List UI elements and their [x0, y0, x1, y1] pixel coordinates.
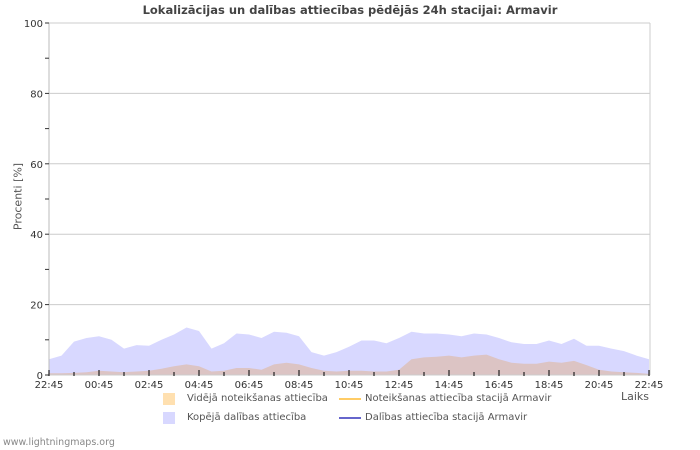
legend-label: Kopējā dalības attiecība [187, 412, 307, 423]
x-tick-label: 10:45 [335, 380, 364, 391]
x-tick-label: 16:45 [485, 380, 514, 391]
legend-line-icon [339, 417, 361, 419]
y-tick-label: 100 [24, 19, 43, 30]
legend-label: Vidējā noteikšanas attiecība [187, 393, 328, 404]
x-tick-label: 04:45 [185, 380, 214, 391]
x-tick-label: 08:45 [285, 380, 314, 391]
chart-title: Lokalizācijas un dalības attiecības pēdē… [142, 3, 558, 17]
x-tick-label: 02:45 [135, 380, 164, 391]
y-tick-label: 80 [30, 89, 43, 100]
x-axis-label: Laiks [621, 390, 650, 403]
y-tick-label: 20 [30, 301, 43, 312]
x-tick-label: 22:45 [635, 380, 664, 391]
legend-label: Noteikšanas attiecība stacijā Armavir [365, 393, 552, 404]
site-credit: www.lightningmaps.org [3, 437, 115, 448]
y-tick-label: 40 [30, 230, 43, 241]
y-tick-label: 0 [37, 371, 43, 382]
y-axis-label: Procenti [%] [11, 162, 25, 231]
x-tick-label: 00:45 [85, 380, 114, 391]
legend-swatch-icon [163, 393, 175, 405]
x-tick-label: 20:45 [585, 380, 614, 391]
x-tick-label: 18:45 [535, 380, 564, 391]
x-tick-label: 14:45 [435, 380, 464, 391]
x-tick-label: 06:45 [235, 380, 264, 391]
x-tick-label: 12:45 [385, 380, 414, 391]
legend-line-icon [339, 398, 361, 400]
x-tick-label: 22:45 [35, 380, 64, 391]
legend-swatch-icon [163, 412, 175, 424]
legend-label: Dalības attiecība stacijā Armavir [365, 412, 528, 423]
y-tick-label: 60 [30, 160, 43, 171]
avg-detection-area [49, 354, 649, 375]
